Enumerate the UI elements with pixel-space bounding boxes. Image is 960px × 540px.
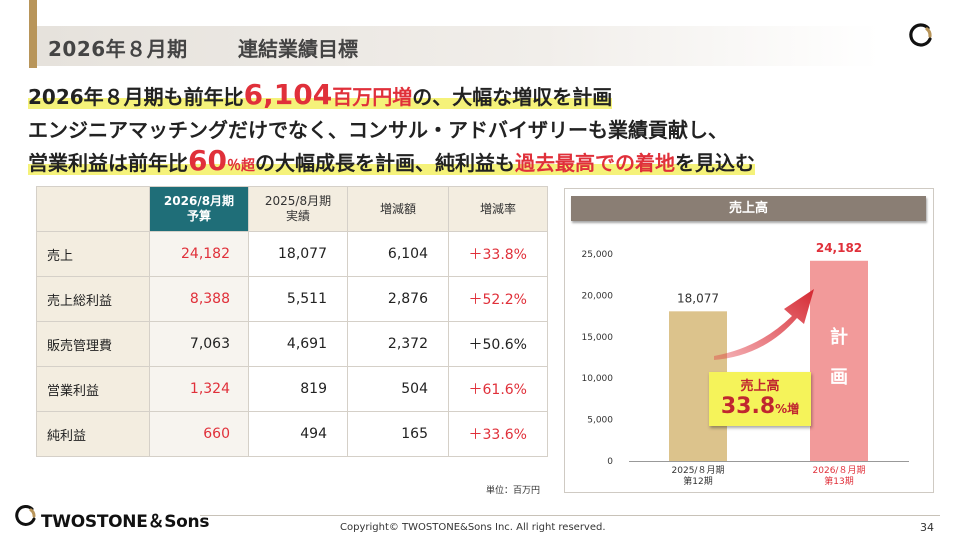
page-subtitle: 連結業績目標 <box>238 37 358 61</box>
row-label: 純利益 <box>36 411 150 457</box>
x-tick-label: 第13期 <box>824 475 853 487</box>
y-tick-label: 0 <box>607 457 613 467</box>
brand-logo-icon <box>909 23 932 47</box>
cell-diff: 165 <box>347 411 449 457</box>
cell-diff: 2,372 <box>347 321 449 367</box>
cell-rate: ＋33.8% <box>448 231 548 277</box>
headline-line-2: エンジニアマッチングだけでなく、コンサル・アドバイザリーも業績貢献し、 <box>28 114 728 143</box>
x-tick-label: 2025/８月期 <box>672 465 725 476</box>
headline-line-3-marker: 営業利益は前年比60％超の大幅成長を計画、純利益も過去最高での着地を見込む <box>28 144 755 177</box>
table-row: 販売管理費 7,063 4,691 2,372 ＋50.6% <box>36 321 548 367</box>
financial-targets-table: 2026/8月期 予算 2025/8月期 実績 増減額 増減率 売上 24,182 … <box>36 186 548 457</box>
plan-vertical-label: 計 画 <box>824 318 854 398</box>
chart-panel <box>564 188 934 493</box>
copyright-text: Copyright© TWOSTONE&Sons Inc. All right … <box>340 522 606 533</box>
headline-highlight-number: 6,104 <box>243 78 333 111</box>
plan-vertical-char: 画 <box>830 367 848 388</box>
headline-line-3: 営業利益は前年比60％超の大幅成長を計画、純利益も過去最高での着地を見込む <box>28 144 755 177</box>
column-header-rate: 増減率 <box>448 186 548 232</box>
headline-text: 営業利益は前年比 <box>28 151 188 175</box>
page-number: 34 <box>920 521 934 534</box>
column-header-prev: 2025/8月期 実績 <box>248 186 348 232</box>
headline-text: の、大幅な増収を計画 <box>412 85 613 109</box>
headline-highlight-text: 過去最高での着地 <box>514 151 675 175</box>
cell-rate: ＋61.6% <box>448 366 548 412</box>
y-tick-label: 5,000 <box>587 416 613 426</box>
footer-logo-icon <box>15 504 36 526</box>
headline-highlight-number: 60 <box>188 144 227 177</box>
cell-plan: 1,324 <box>149 366 249 412</box>
column-header-plan: 2026/8月期 予算 <box>149 186 249 232</box>
cell-rate: ＋33.6% <box>448 411 548 457</box>
headline-text: 2026年８月期も前年比 <box>28 85 244 109</box>
header-bar: 2026年８月期 連結業績目標 <box>0 0 960 70</box>
callout-suffix: %増 <box>775 402 800 416</box>
cell-diff: 6,104 <box>347 231 449 277</box>
callout-number: 33.8 <box>720 394 776 419</box>
header-accent-bar <box>29 0 37 68</box>
bar-value-label: 18,077 <box>677 291 719 305</box>
growth-arrow-icon <box>714 289 814 360</box>
column-header-text: 2026/8月期 <box>163 194 235 208</box>
cell-plan: 24,182 <box>149 231 249 277</box>
headline-text: の大幅成長を計画、純利益も <box>254 151 515 175</box>
cell-diff: 504 <box>347 366 449 412</box>
plan-vertical-char: 計 <box>830 327 848 348</box>
headline-text: を見込む <box>674 151 755 175</box>
table-row: 売上 24,182 18,077 6,104 ＋33.8% <box>36 231 548 277</box>
headline-line-1-marker: 2026年８月期も前年比6,104百万円増の、大幅な増収を計画 <box>28 78 613 111</box>
cell-diff: 2,876 <box>347 276 449 322</box>
unit-note: 単位：百万円 <box>486 486 541 496</box>
growth-callout: 売上高 33.8%増 <box>709 372 811 426</box>
cell-prev: 494 <box>248 411 348 457</box>
y-tick-label: 15,000 <box>582 333 614 343</box>
table-row: 売上総利益 8,388 5,511 2,876 ＋52.2% <box>36 276 548 322</box>
footer-brand: TWOSTONE＆Sons <box>41 512 210 532</box>
x-tick-label: 第12期 <box>683 475 712 487</box>
table-corner-cell <box>36 186 150 232</box>
bar <box>810 260 868 461</box>
callout-label: 売上高 <box>740 379 780 394</box>
column-header-text: 実績 <box>285 209 310 223</box>
headline-line-1: 2026年８月期も前年比6,104百万円増の、大幅な増収を計画 <box>28 78 613 111</box>
y-tick-label: 25,000 <box>582 250 614 260</box>
table-header-row: 2026/8月期 予算 2025/8月期 実績 増減額 増減率 <box>36 186 548 232</box>
headline-highlight-unit: 百万円増 <box>332 85 413 109</box>
column-header-diff: 増減額 <box>347 186 449 232</box>
cell-prev: 5,511 <box>248 276 348 322</box>
headline-highlight-unit: ％超 <box>226 158 255 174</box>
x-tick-label: 2026/８月期 <box>813 465 866 476</box>
column-header-text: 予算 <box>186 209 211 223</box>
row-label: 営業利益 <box>36 366 150 412</box>
cell-rate: ＋50.6% <box>448 321 548 367</box>
header-background <box>37 26 880 66</box>
callout-value: 33.8%増 <box>709 394 811 422</box>
table-row: 純利益 660 494 165 ＋33.6% <box>36 411 548 457</box>
cell-plan: 660 <box>149 411 249 457</box>
cell-prev: 4,691 <box>248 321 348 367</box>
column-header-text: 2025/8月期 <box>264 194 332 208</box>
sales-bar-chart: 0 5,000 10,000 15,000 20,000 25,000 18,077 2025… <box>582 241 909 487</box>
row-label: 販売管理費 <box>36 321 150 367</box>
y-tick-label: 20,000 <box>582 291 614 301</box>
row-label: 売上総利益 <box>36 276 150 322</box>
row-label: 売上 <box>36 231 150 277</box>
footer-divider <box>200 515 940 516</box>
chart-title: 売上高 <box>571 196 926 221</box>
cell-prev: 18,077 <box>248 231 348 277</box>
bar-value-label: 24,182 <box>816 241 862 255</box>
cell-plan: 8,388 <box>149 276 249 322</box>
cell-prev: 819 <box>248 366 348 412</box>
headline-text: エンジニアマッチングだけでなく、コンサル・アドバイザリーも業績貢献し、 <box>28 118 728 142</box>
cell-plan: 7,063 <box>149 321 249 367</box>
page-title: 2026年８月期 <box>48 37 188 61</box>
table-row: 営業利益 1,324 819 504 ＋61.6% <box>36 366 548 412</box>
cell-rate: ＋52.2% <box>448 276 548 322</box>
y-tick-label: 10,000 <box>582 374 614 384</box>
